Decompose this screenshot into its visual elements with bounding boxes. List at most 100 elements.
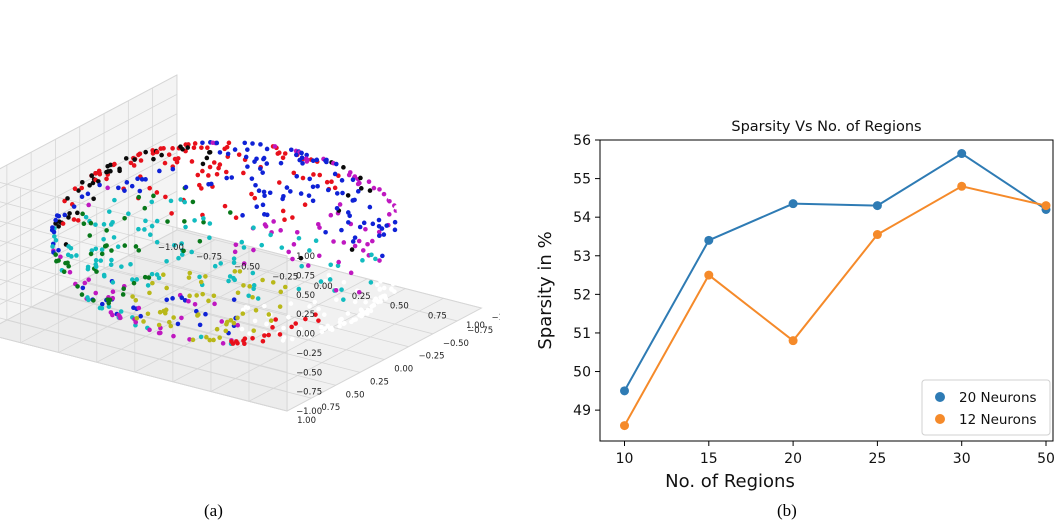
- scatter-point: [365, 311, 370, 316]
- scatter-point: [135, 176, 140, 182]
- scatter-point: [314, 157, 320, 163]
- scatter-point: [253, 307, 259, 313]
- scatter-point: [357, 224, 363, 230]
- scatter-point: [216, 165, 221, 171]
- x-tick-label: 20: [784, 451, 802, 467]
- scatter-point: [208, 181, 214, 187]
- grid-line: [0, 336, 288, 412]
- scatter-point: [398, 263, 404, 268]
- scatter-point: [249, 191, 254, 197]
- grid-line: [55, 293, 361, 373]
- scatter-point: [339, 178, 345, 183]
- scatter-point: [312, 299, 318, 305]
- scatter-point: [272, 144, 278, 149]
- scatter-point: [271, 219, 276, 224]
- scatter-point: [137, 188, 143, 194]
- scatter-point: [334, 205, 340, 211]
- scatter-point: [122, 215, 127, 221]
- plot-frame: [599, 139, 1054, 442]
- scatter-point: [262, 193, 267, 199]
- data-point: [620, 421, 629, 431]
- scatter-point: [253, 182, 258, 188]
- scatter-point: [192, 218, 197, 223]
- scatter-point: [154, 190, 160, 195]
- legend-box: [921, 379, 1051, 436]
- scatter-point: [250, 270, 256, 276]
- scatter-point: [356, 289, 362, 295]
- z-tick-label: −0.25: [296, 349, 322, 359]
- scatter-point: [214, 171, 220, 177]
- scatter-point: [226, 140, 232, 146]
- scatter-point: [174, 159, 180, 165]
- scatter-point: [71, 204, 77, 209]
- scatter-point: [242, 336, 248, 341]
- legend-marker: [935, 392, 945, 402]
- scatter-point: [251, 328, 257, 333]
- scatter-point: [251, 286, 256, 292]
- scatter-point: [231, 320, 237, 326]
- scatter-point: [363, 299, 368, 305]
- scatter-point: [186, 275, 192, 280]
- scatter-point: [329, 179, 334, 185]
- scatter-point: [53, 221, 58, 226]
- scatter-point: [105, 169, 111, 174]
- scatter-point: [293, 321, 299, 326]
- scatter-point: [71, 217, 77, 222]
- scatter-point: [310, 198, 316, 204]
- scatter-point: [90, 180, 96, 186]
- scatter-point: [328, 212, 334, 218]
- scatter-point: [242, 140, 248, 146]
- scatter-point: [345, 193, 351, 198]
- scatter-point: [380, 275, 385, 281]
- scatter-point: [136, 305, 142, 311]
- scatter-point: [255, 296, 261, 301]
- scatter-point: [69, 254, 74, 259]
- scatter-point: [231, 260, 237, 266]
- scatter-point: [192, 141, 198, 146]
- scatter-point: [267, 190, 273, 196]
- scatter-point: [197, 238, 203, 244]
- scatter-point: [400, 241, 406, 247]
- scatter-point: [349, 247, 355, 252]
- scatter-point: [396, 208, 402, 214]
- scatter-point: [352, 197, 357, 203]
- scatter-point: [241, 261, 247, 266]
- scatter-point: [118, 309, 124, 314]
- scatter-point: [393, 253, 398, 259]
- scatter-point: [66, 215, 71, 220]
- scatter-point: [229, 339, 234, 344]
- y-tick-label: 51: [573, 326, 591, 342]
- scatter-point: [366, 179, 372, 184]
- scatter-point: [361, 220, 367, 226]
- x-tick-label: −1.00: [158, 243, 184, 253]
- scatter-point: [360, 309, 366, 314]
- scatter-point: [108, 162, 113, 168]
- x-tick-label: 15: [700, 451, 718, 467]
- scatter-point: [168, 323, 174, 329]
- scatter-point: [299, 155, 305, 161]
- series-line-1: [623, 185, 1047, 427]
- y-tick-label: 54: [573, 210, 591, 226]
- scatter-point: [322, 312, 327, 317]
- scatter-point: [405, 267, 411, 273]
- scatter-point: [241, 245, 247, 250]
- scatter-point: [139, 177, 145, 182]
- scatter-point: [99, 305, 105, 311]
- scatter-point: [61, 269, 67, 275]
- scatter-point: [50, 225, 55, 230]
- scatter-point: [224, 175, 229, 181]
- scatter-point: [206, 298, 211, 304]
- scatter-point: [207, 235, 212, 241]
- sphere-scatter-3d: −1.00 −0.75 −0.50 −0.25 0.00 0.25 0.50 0.75 1.00…: [0, 74, 500, 426]
- scatter-point: [240, 307, 246, 313]
- scatter-point: [341, 240, 347, 245]
- scatter-point: [339, 287, 344, 292]
- scatter-point: [232, 277, 237, 283]
- scatter-point: [359, 313, 364, 319]
- grid-line: [0, 259, 288, 334]
- x-tick-label: −0.75: [196, 253, 222, 263]
- scatter-point: [260, 170, 265, 175]
- data-point: [957, 181, 967, 191]
- scatter-point: [146, 275, 152, 280]
- scatter-point: [381, 285, 387, 291]
